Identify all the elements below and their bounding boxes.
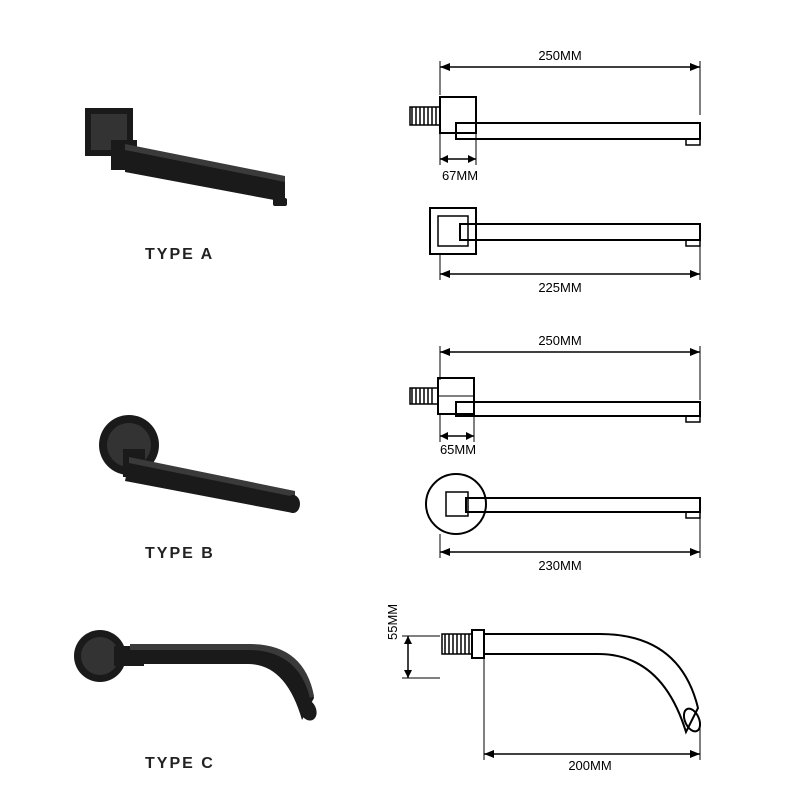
diagram-container: TYPE A 250MM 67MM bbox=[0, 0, 800, 800]
type-a-dim-67: 67MM bbox=[430, 168, 490, 183]
type-b-dim-65: 65MM bbox=[428, 442, 488, 457]
type-a-label: TYPE A bbox=[145, 246, 214, 264]
type-c-dim-200: 200MM bbox=[550, 758, 630, 773]
type-b-dim-250: 250MM bbox=[520, 333, 600, 348]
type-b-product bbox=[95, 405, 310, 525]
type-a-dim-225: 225MM bbox=[520, 280, 600, 295]
type-b-label: TYPE B bbox=[145, 545, 215, 563]
type-a-product bbox=[85, 100, 305, 210]
type-c-label: TYPE C bbox=[145, 755, 215, 773]
type-c-product bbox=[70, 620, 325, 740]
type-a-dim-250: 250MM bbox=[520, 48, 600, 63]
type-c-dim-55: 55MM bbox=[385, 620, 400, 640]
type-b-dim-230: 230MM bbox=[520, 558, 600, 573]
